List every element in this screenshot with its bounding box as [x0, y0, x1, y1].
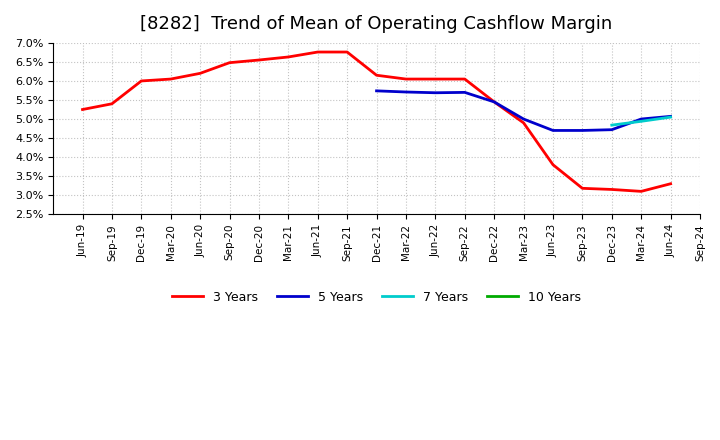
3 Years [284, 54, 292, 59]
Legend: 3 Years, 5 Years, 7 Years, 10 Years: 3 Years, 5 Years, 7 Years, 10 Years [167, 286, 586, 308]
3 Years [402, 77, 410, 82]
3 Years [637, 189, 646, 194]
3 Years [461, 77, 469, 82]
3 Years [137, 78, 145, 84]
3 Years [343, 49, 351, 55]
7 Years [608, 122, 616, 128]
Line: 3 Years: 3 Years [83, 52, 670, 191]
3 Years [225, 60, 234, 65]
5 Years [431, 90, 440, 95]
3 Years [196, 71, 204, 76]
3 Years [313, 49, 322, 55]
3 Years [549, 162, 557, 167]
Line: 7 Years: 7 Years [612, 117, 670, 125]
3 Years [372, 73, 381, 78]
5 Years [549, 128, 557, 133]
3 Years [578, 186, 587, 191]
Line: 5 Years: 5 Years [377, 91, 670, 130]
Title: [8282]  Trend of Mean of Operating Cashflow Margin: [8282] Trend of Mean of Operating Cashfl… [140, 15, 613, 33]
5 Years [461, 90, 469, 95]
5 Years [402, 89, 410, 95]
7 Years [666, 114, 675, 120]
7 Years [637, 119, 646, 124]
3 Years [519, 120, 528, 125]
3 Years [666, 181, 675, 187]
5 Years [519, 117, 528, 122]
3 Years [608, 187, 616, 192]
5 Years [666, 114, 675, 119]
3 Years [431, 77, 440, 82]
3 Years [78, 107, 87, 112]
3 Years [166, 77, 175, 82]
3 Years [490, 99, 498, 105]
5 Years [372, 88, 381, 93]
5 Years [637, 117, 646, 122]
5 Years [490, 99, 498, 105]
5 Years [608, 127, 616, 132]
3 Years [107, 101, 116, 106]
5 Years [578, 128, 587, 133]
3 Years [255, 57, 264, 62]
